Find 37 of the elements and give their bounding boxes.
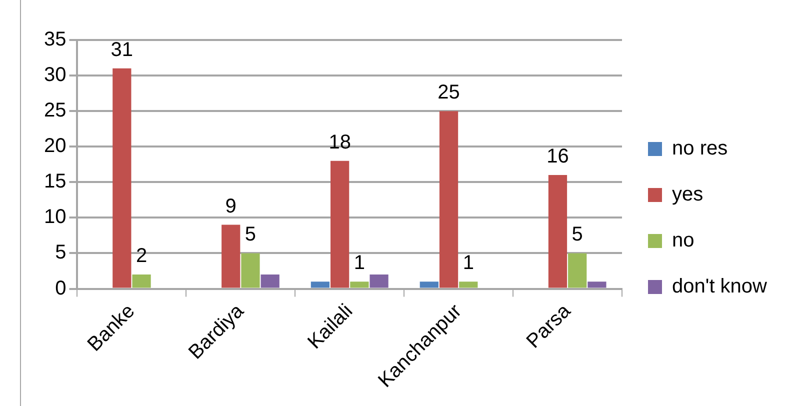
- bar: [370, 274, 388, 288]
- bar: [112, 68, 132, 288]
- bar: [588, 282, 606, 288]
- bar: [132, 274, 151, 288]
- y-tick-label: 30: [44, 64, 66, 86]
- data-label: 5: [572, 224, 583, 246]
- y-tick-label: 15: [44, 170, 66, 193]
- y-tick-label: 20: [44, 135, 66, 158]
- bar: [548, 175, 568, 288]
- bar: [330, 160, 350, 288]
- data-label: 16: [546, 146, 569, 168]
- y-tick-label: 10: [44, 206, 66, 228]
- data-label: 18: [328, 131, 351, 154]
- bar: [310, 282, 330, 288]
- y-tick-label: 35: [44, 28, 66, 51]
- legend-label: don't know: [672, 276, 768, 298]
- bar: [260, 274, 280, 288]
- data-label: 31: [110, 38, 134, 61]
- y-tick-label: 25: [44, 100, 66, 122]
- bar: [222, 224, 240, 288]
- legend-label: no res: [672, 138, 728, 160]
- y-tick-label: 0: [55, 277, 66, 300]
- bar: [439, 111, 458, 288]
- legend-label: yes: [672, 184, 704, 206]
- data-label: 1: [354, 252, 365, 274]
- bar: [420, 282, 438, 288]
- bar: [241, 253, 260, 288]
- data-label: 5: [244, 224, 256, 246]
- data-label: 25: [438, 82, 460, 104]
- bar: [350, 282, 369, 288]
- data-label: 2: [136, 245, 148, 268]
- bar: [459, 282, 478, 288]
- legend-label: no: [672, 230, 694, 252]
- data-label: 1: [462, 252, 474, 274]
- data-label: 9: [225, 195, 236, 218]
- bar: [568, 253, 587, 288]
- y-tick-label: 5: [55, 242, 66, 264]
